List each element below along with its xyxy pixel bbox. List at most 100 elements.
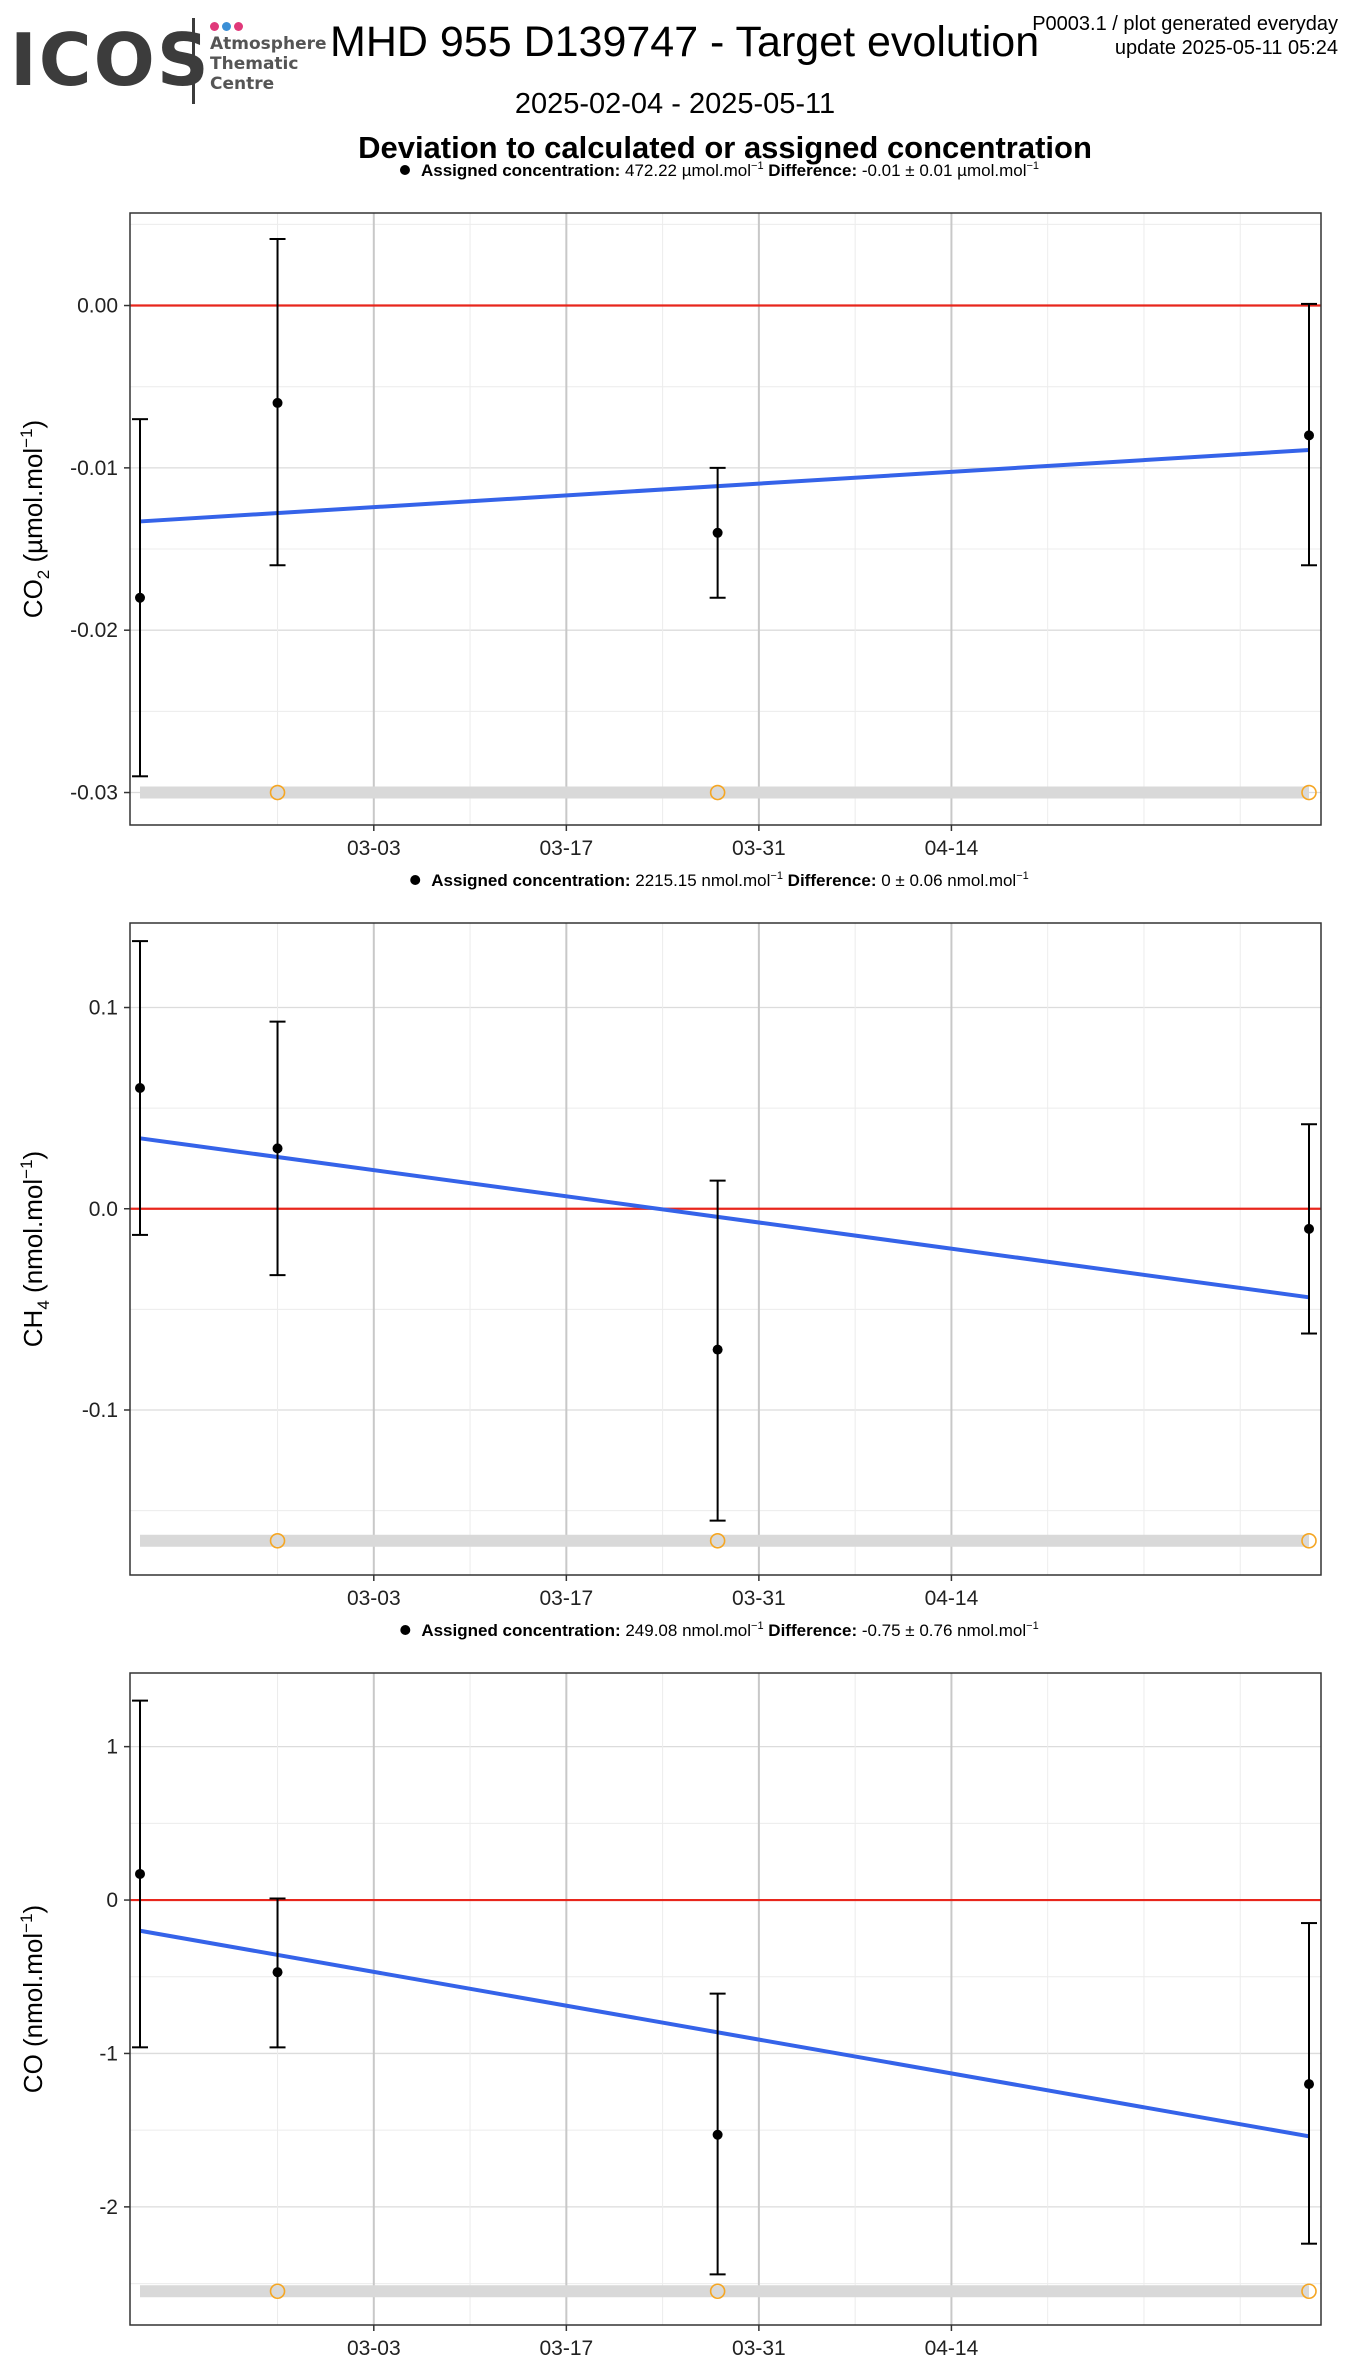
legend-point-symbol <box>399 165 410 175</box>
x-tick-label: 03-31 <box>732 1587 786 1610</box>
y-label-sub: 4 <box>34 1300 53 1309</box>
flag-circle <box>269 1532 286 1549</box>
plot-area <box>130 923 1321 1575</box>
legend-label: Assigned concentration: <box>421 1621 620 1640</box>
legend-diff-label: Difference: <box>783 871 877 890</box>
flag-circle <box>1301 2283 1317 2300</box>
x-tick-label: 03-31 <box>732 837 786 860</box>
legend-diff-sup: −1 <box>1016 870 1029 882</box>
y-tick-label: 0.0 <box>89 1198 118 1221</box>
flag-circle <box>709 2283 726 2300</box>
legend-diff-sup: −1 <box>1026 1620 1039 1632</box>
legend-diff-value: -0.75 ± 0.76 nmol.mol <box>857 1621 1026 1640</box>
flag-circle <box>709 784 726 801</box>
y-tick-label: -0.03 <box>70 782 118 805</box>
y-label-close: ) <box>18 1151 48 1160</box>
chart-panel-1: Assigned concentration: 472.22 µmol.mol−… <box>17 160 1322 860</box>
legend-point-symbol <box>400 1625 411 1635</box>
trend-line <box>139 448 1310 524</box>
y-label-main: CO <box>18 579 48 618</box>
chart-panel-2: Assigned concentration: 2215.15 nmol.mol… <box>17 870 1322 1610</box>
data-point <box>272 397 283 408</box>
y-tick-label: 1 <box>106 1736 118 1759</box>
legend-text: Assigned concentration: 249.08 nmol.mol −… <box>421 1620 1038 1640</box>
y-tick-label: -0.01 <box>70 457 118 480</box>
legend-value: 2215.15 nmol.mol <box>631 871 771 890</box>
data-point <box>712 527 723 538</box>
logo-subtitle: Atmosphere Thematic Centre <box>210 34 327 94</box>
x-tick-label: 04-14 <box>925 2337 979 2360</box>
x-tick-label: 03-17 <box>539 2337 593 2360</box>
y-label-unit: (µmol.mol <box>18 448 48 570</box>
logo-sub-line: Atmosphere <box>210 34 327 54</box>
legend-sup: −1 <box>770 870 783 882</box>
x-tick-label: 03-03 <box>347 1587 401 1610</box>
trend-line <box>139 1136 1310 1300</box>
chart-legend: Assigned concentration: 249.08 nmol.mol −… <box>400 1620 1039 1640</box>
page-title: MHD 955 D139747 - Target evolution <box>330 18 1040 66</box>
y-axis-label: CH4 (nmol.mol−1) <box>17 1151 53 1347</box>
legend-point-symbol <box>410 875 421 885</box>
data-point <box>712 2129 723 2140</box>
y-label-sup: −1 <box>17 1913 36 1932</box>
flag-circle <box>709 1532 726 1549</box>
y-label-main: CH <box>18 1310 48 1348</box>
legend-diff-label: Difference: <box>764 161 858 180</box>
legend-value: 249.08 nmol.mol <box>621 1621 751 1640</box>
legend-diff-label: Difference: <box>764 1621 858 1640</box>
logo-dot <box>222 22 231 31</box>
legend-diff-sup: −1 <box>1026 160 1039 172</box>
plot-border <box>129 212 1322 826</box>
data-point <box>712 1344 723 1355</box>
plot-meta: P0003.1 / plot generated everyday update… <box>1032 12 1338 60</box>
chart-heading: Deviation to calculated or assigned conc… <box>358 130 1092 165</box>
data-point <box>135 1868 145 1879</box>
data-point <box>272 1143 283 1154</box>
x-tick-label: 03-17 <box>539 1587 593 1610</box>
legend-diff-value: 0 ± 0.06 nmol.mol <box>876 871 1016 890</box>
logo-dots <box>210 18 246 36</box>
chart-legend: Assigned concentration: 472.22 µmol.mol−… <box>399 160 1039 180</box>
meta-update: update 2025-05-11 05:24 <box>1114 37 1338 59</box>
data-point <box>1304 1223 1314 1234</box>
y-axis-label: CO (nmol.mol−1) <box>17 1905 48 2093</box>
y-tick-label: 0.00 <box>77 295 118 318</box>
data-point <box>1304 2079 1314 2090</box>
data-point <box>272 1967 283 1978</box>
logo-wordmark: ICOS <box>10 18 211 102</box>
data-point <box>135 592 145 603</box>
legend-label: Assigned concentration: <box>421 161 620 180</box>
plot-area <box>130 213 1321 825</box>
logo-sub-line: Centre <box>210 74 275 94</box>
flag-circle <box>269 2283 286 2300</box>
y-label-close: ) <box>18 1905 48 1914</box>
chart-legend: Assigned concentration: 2215.15 nmol.mol… <box>410 870 1029 890</box>
chart-panel-3: Assigned concentration: 249.08 nmol.mol −… <box>17 1620 1322 2360</box>
logo-divider <box>192 18 195 104</box>
y-tick-label: -0.1 <box>82 1399 118 1422</box>
y-tick-label: -0.02 <box>70 619 118 642</box>
y-axis-label: CO2 (µmol.mol−1) <box>17 420 53 618</box>
plot-border <box>129 1672 1322 2326</box>
y-tick-label: 0.1 <box>89 997 118 1020</box>
y-tick-label: -1 <box>99 2042 118 2065</box>
legend-label: Assigned concentration: <box>431 871 630 890</box>
legend-text: Assigned concentration: 2215.15 nmol.mol… <box>431 870 1029 890</box>
date-range: 2025-02-04 - 2025-05-11 <box>514 88 836 120</box>
meta-generated: P0003.1 / plot generated everyday <box>1032 13 1338 35</box>
y-label-main: CO (nmol.mol <box>18 1933 48 2093</box>
y-label-close: ) <box>18 420 48 429</box>
trend-line <box>139 1928 1310 2139</box>
logo-dot <box>234 22 243 31</box>
y-tick-label: 0 <box>106 1889 118 1912</box>
flag-circle <box>1301 784 1317 801</box>
y-label-unit: (nmol.mol <box>18 1179 48 1300</box>
x-tick-label: 04-14 <box>925 837 979 860</box>
y-label-sup: −1 <box>17 428 36 447</box>
flag-circle <box>1301 1532 1317 1549</box>
y-label-sub: 2 <box>34 570 53 579</box>
x-tick-label: 04-14 <box>925 1587 979 1610</box>
data-point <box>135 1083 145 1094</box>
logo-sub-line: Thematic <box>210 54 299 74</box>
